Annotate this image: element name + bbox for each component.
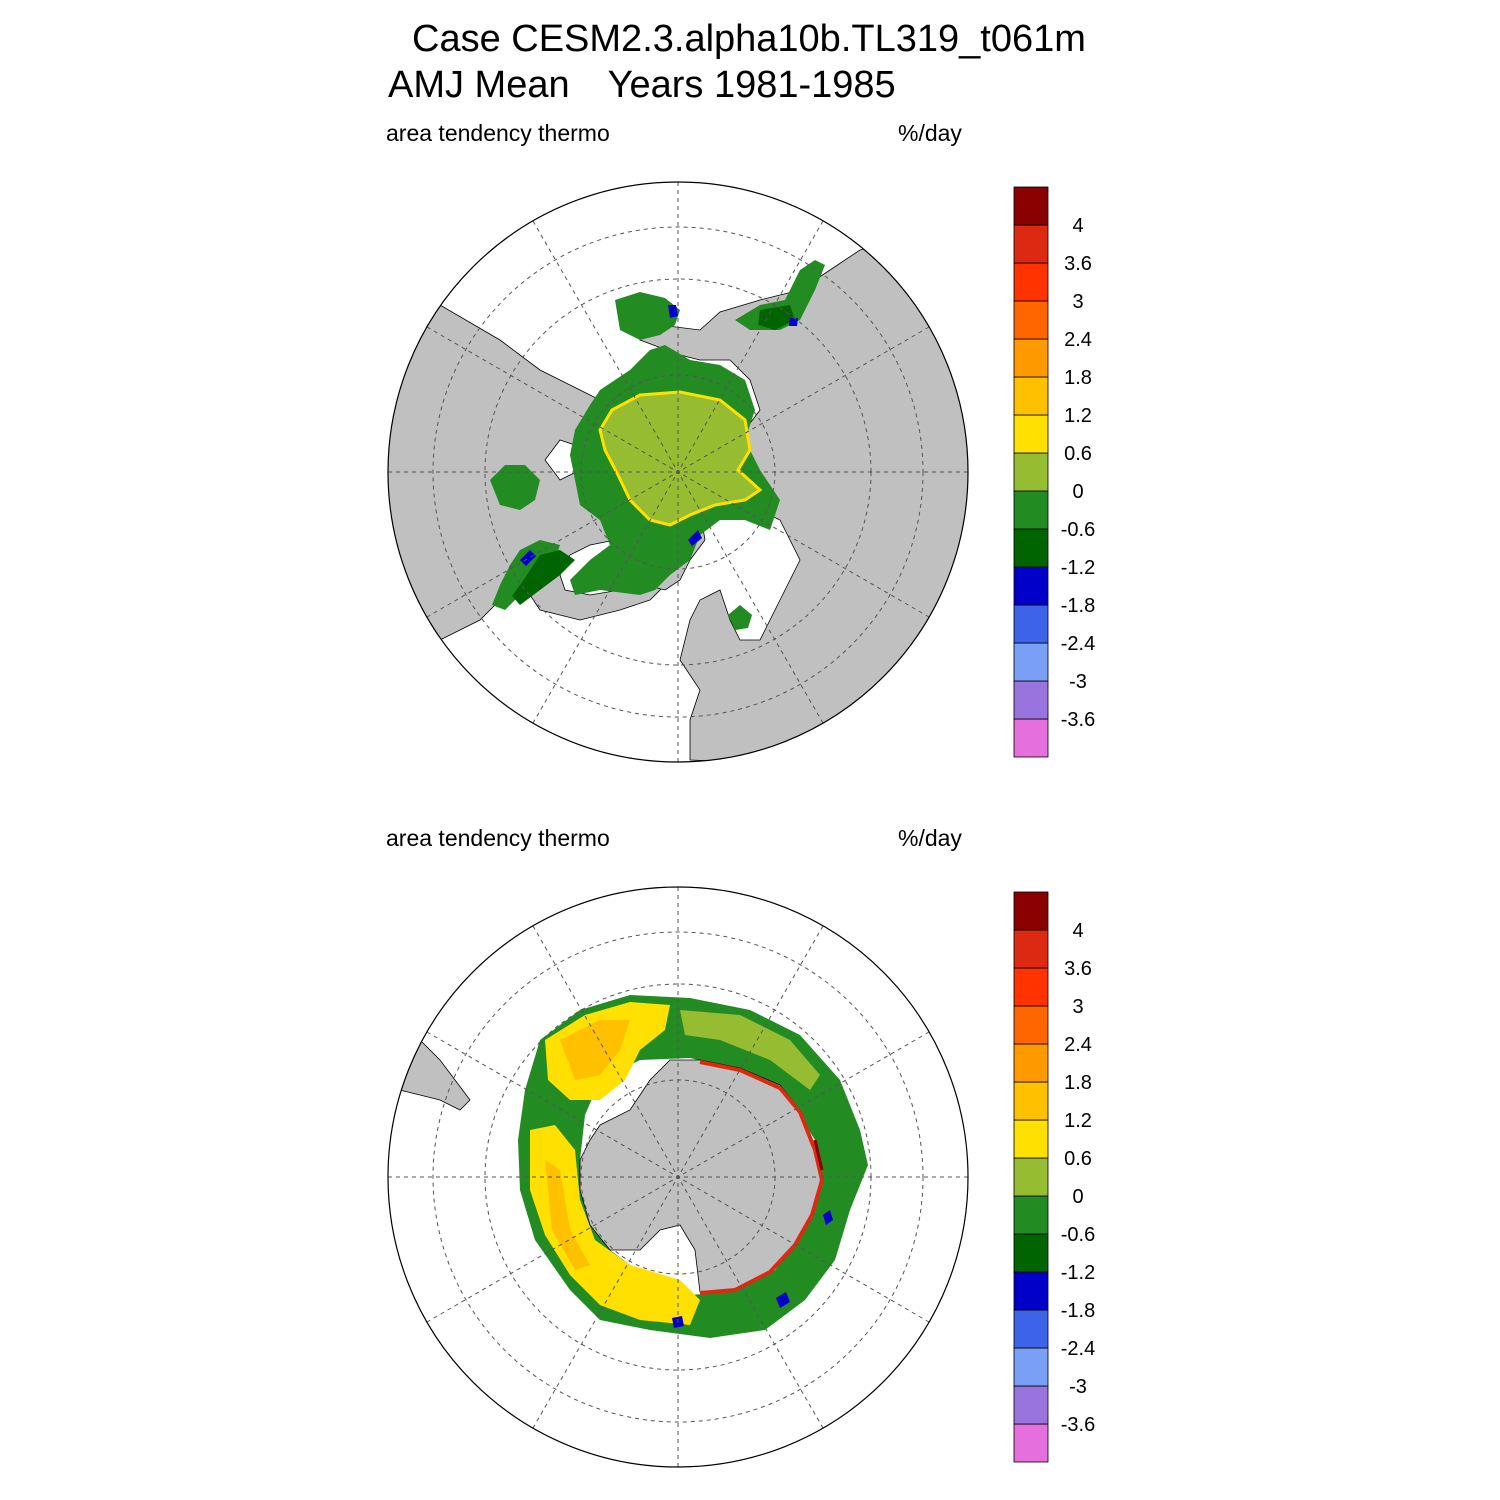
nh-sea-ice-baltic — [728, 605, 752, 630]
sh-colorbar-swatch — [1013, 1081, 1049, 1121]
nh-colorbar-swatch — [1013, 528, 1049, 568]
sh-colorbar-swatch — [1013, 1423, 1049, 1463]
nh-colorbar-tick-label: -1.2 — [1061, 557, 1095, 579]
sh-graticule — [388, 887, 968, 1467]
nh-colorbar-swatch — [1013, 186, 1049, 226]
sh-colorbar-tick-label: -1.8 — [1061, 1300, 1095, 1322]
nh-colorbar-tick-label: -3.6 — [1061, 709, 1095, 731]
nh-colorbar-tick-label: -0.6 — [1061, 519, 1095, 541]
sh-colorbar-swatch — [1013, 1271, 1049, 1311]
sh-map-border — [387, 886, 969, 1468]
sh-colorbar-swatch — [1013, 1157, 1049, 1197]
sh-colorbar-tick-label: -1.2 — [1061, 1262, 1095, 1284]
sh-colorbar-tick-label: 3.6 — [1064, 958, 1092, 980]
nh-colorbar-tick-label: 1.8 — [1064, 367, 1092, 389]
sh-colorbar-swatch — [1013, 1309, 1049, 1349]
sh-colorbar-tick-label: -2.4 — [1061, 1338, 1095, 1360]
nh-colorbar-swatch — [1013, 490, 1049, 530]
nh-colorbar-swatch — [1013, 262, 1049, 302]
nh-colorbar-tick-label: -1.8 — [1061, 595, 1095, 617]
nh-colorbar-swatch — [1013, 224, 1049, 264]
nh-colorbar-tick-label: 3.6 — [1064, 253, 1092, 275]
nh-colorbar-tick-label: 4 — [1072, 215, 1083, 237]
sh-colorbar-tick-label: 0.6 — [1064, 1148, 1092, 1170]
nh-colorbar-swatch — [1013, 680, 1049, 720]
nh-colorbar-swatch — [1013, 604, 1049, 644]
sh-colorbar-tick-label: 1.8 — [1064, 1072, 1092, 1094]
nh-sea-ice-okhotsk — [735, 260, 825, 330]
nh-colorbar-swatch — [1013, 376, 1049, 416]
nh-colorbar-swatch — [1013, 414, 1049, 454]
nh-colorbar-swatch — [1013, 300, 1049, 340]
nh-sea-ice-center — [598, 390, 763, 527]
nh-colorbar-swatch — [1013, 566, 1049, 606]
sh-colorbar-tick-label: -3 — [1069, 1376, 1087, 1398]
sh-variable-label: area tendency thermo — [386, 825, 610, 851]
sh-colorbar-tick-label: -3.6 — [1061, 1414, 1095, 1436]
nh-units-label: %/day — [898, 120, 962, 146]
sh-colorbar-swatch — [1013, 1119, 1049, 1159]
nh-colorbar-tick-label: -2.4 — [1061, 633, 1095, 655]
sh-colorbar-swatch — [1013, 1005, 1049, 1045]
sh-sea-ice-ross-yellow — [530, 1125, 700, 1325]
nh-colorbar-swatch — [1013, 642, 1049, 682]
nh-colorbar-tick-label: 0 — [1072, 481, 1083, 503]
nh-colorbar-swatch — [1013, 718, 1049, 758]
sh-sea-ice-lightgreen — [680, 1010, 820, 1090]
sh-colorbar-swatch — [1013, 929, 1049, 969]
years-label: Years 1981-1985 — [607, 64, 896, 106]
sh-colorbar: -3.6 -3 -2.4 -1.8 -1.2 -0.6 0 0.6 1.2 1.8 2.4 3 3.6 4 — [1013, 891, 1095, 1463]
nh-graticule — [388, 182, 968, 762]
nh-colorbar-tick-label: 2.4 — [1064, 329, 1092, 351]
sh-colorbar-tick-label: 1.2 — [1064, 1110, 1092, 1132]
sh-colorbar-tick-label: 3 — [1072, 996, 1083, 1018]
sh-colorbar-tick-label: 2.4 — [1064, 1034, 1092, 1056]
sh-colorbar-tick-label: 4 — [1072, 920, 1083, 942]
sh-polar-map — [387, 886, 969, 1468]
nh-variable-label: area tendency thermo — [386, 120, 610, 146]
sh-colorbar-swatch — [1013, 1043, 1049, 1083]
sh-sea-ice-orange — [545, 1020, 630, 1270]
nh-sea-ice-darkgreen — [512, 305, 795, 605]
nh-colorbar-swatch — [1013, 452, 1049, 492]
nh-map-border — [387, 181, 969, 763]
sh-colorbar-swatch — [1013, 891, 1049, 931]
sh-coastal-red — [699, 1060, 824, 1295]
nh-colorbar-tick-label: 1.2 — [1064, 405, 1092, 427]
nh-colorbar-tick-label: 0.6 — [1064, 443, 1092, 465]
sh-colorbar-swatch — [1013, 1195, 1049, 1235]
nh-colorbar-tick-label: 3 — [1072, 291, 1083, 313]
nh-polar-map — [387, 181, 969, 763]
figure-title: Case CESM2.3.alpha10b.TL319_t061m — [412, 18, 1086, 60]
sh-colorbar-swatch — [1013, 1233, 1049, 1273]
season-label: AMJ Mean — [388, 64, 570, 106]
sh-coastal-darkred — [813, 1139, 824, 1171]
nh-sea-ice-bering — [615, 292, 680, 340]
nh-colorbar: -3.6 -3 -2.4 -1.8 -1.2 -0.6 0 0.6 1.2 1.8 2.4 3 3.6 4 — [1013, 186, 1095, 758]
sh-colorbar-swatch — [1013, 1347, 1049, 1387]
figure-subtitle: AMJ Mean Years 1981-1985 — [388, 64, 896, 107]
nh-negative-spots — [520, 305, 798, 566]
sh-colorbar-swatch — [1013, 967, 1049, 1007]
sh-colorbar-tick-label: -0.6 — [1061, 1224, 1095, 1246]
nh-colorbar-tick-label: -3 — [1069, 671, 1087, 693]
sh-colorbar-tick-label: 0 — [1072, 1186, 1083, 1208]
nh-colorbar-swatch — [1013, 338, 1049, 378]
nh-sea-ice-hudson — [490, 465, 540, 510]
sh-units-label: %/day — [898, 825, 962, 851]
sh-colorbar-swatch — [1013, 1385, 1049, 1425]
